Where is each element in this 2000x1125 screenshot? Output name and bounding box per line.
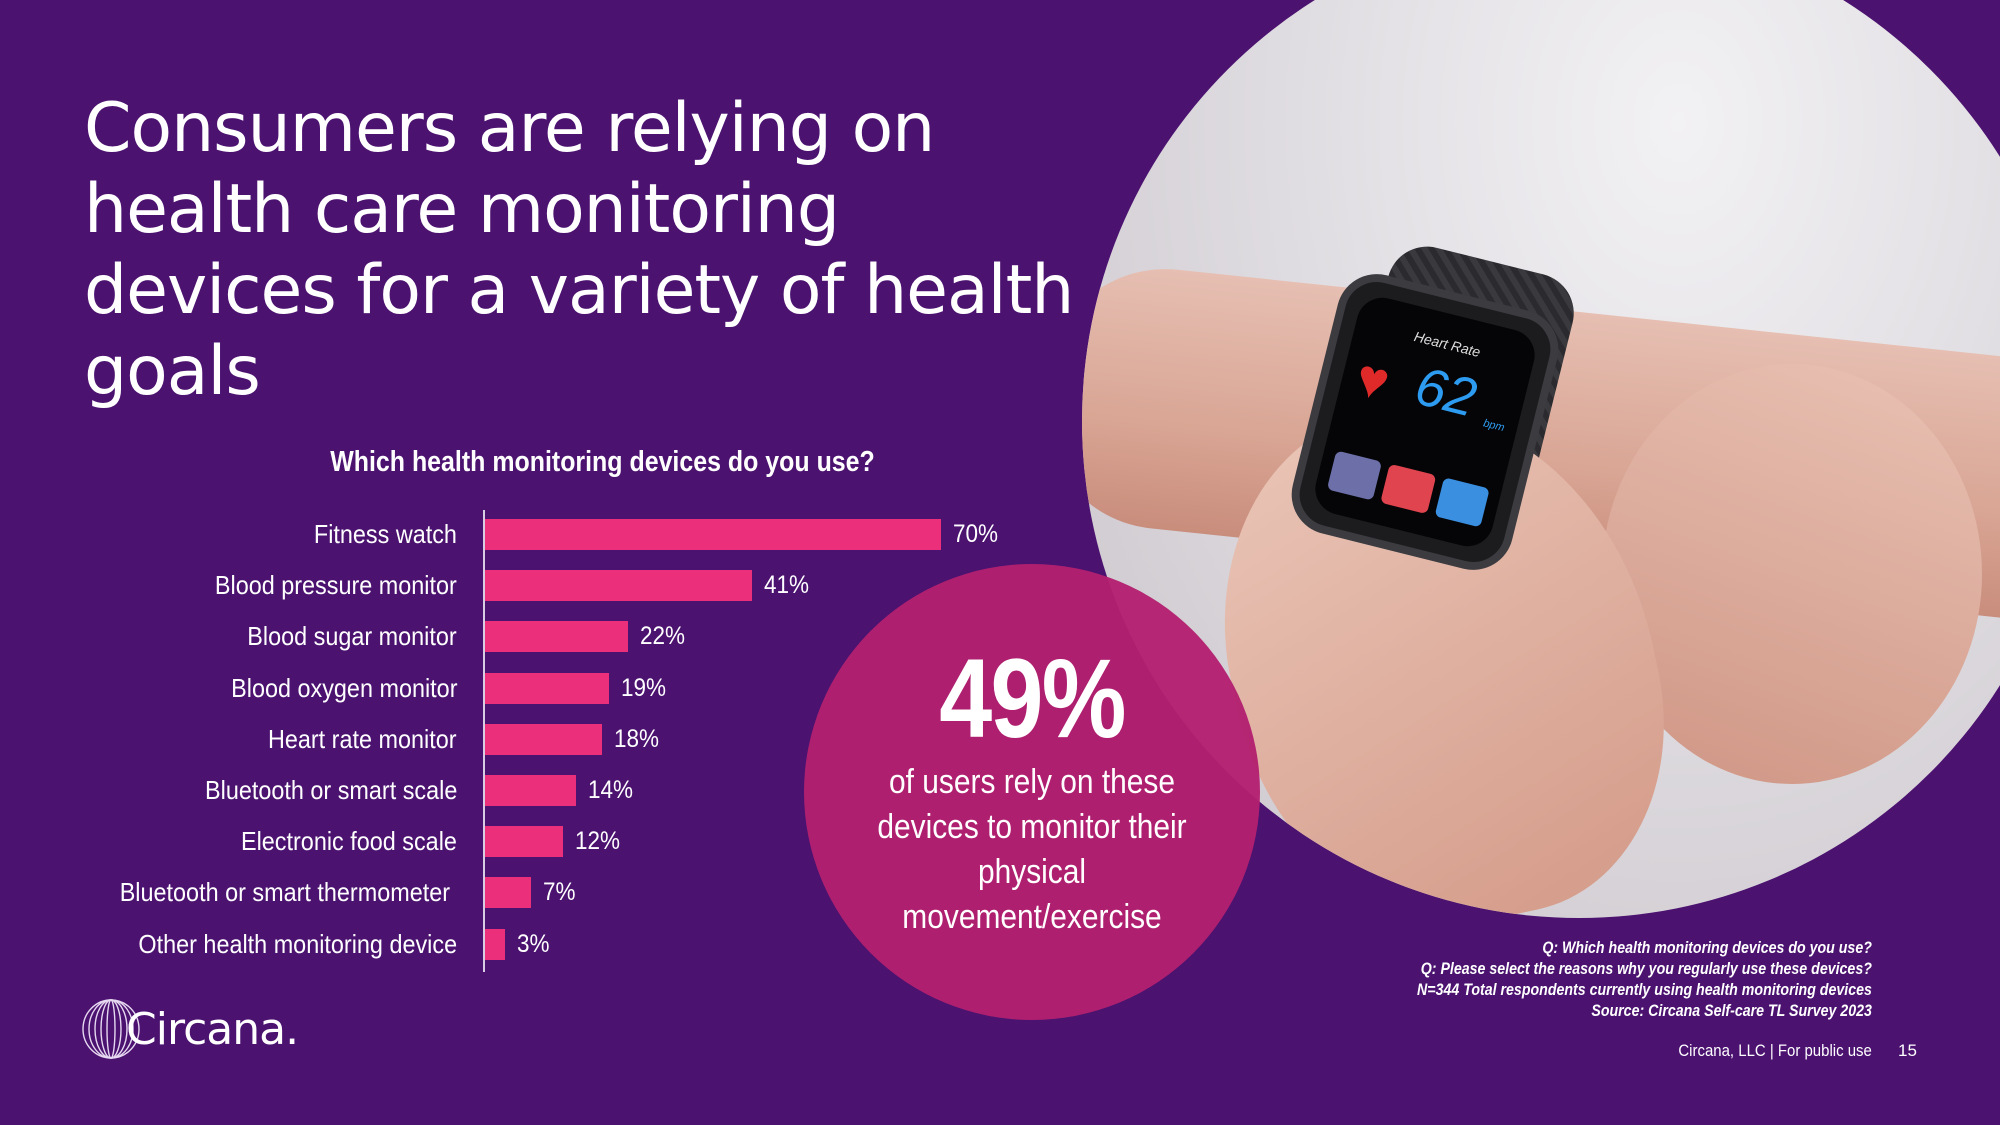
category-label: Heart rate monitor [268, 723, 457, 754]
phone-icon [1380, 463, 1437, 515]
category-label: Bluetooth or smart thermometer [119, 877, 450, 908]
bar-value-label: 12% [575, 827, 621, 856]
bar-value-label: 7% [542, 878, 576, 907]
bar [485, 621, 629, 653]
footnote-line: N=344 Total respondents currently using … [1417, 981, 1872, 999]
globe-logo-icon [82, 999, 140, 1059]
logo-text: Circana. [126, 1003, 299, 1055]
bar [485, 877, 531, 909]
bar-value-label: 70% [952, 520, 998, 548]
callout-value: 49% [939, 636, 1126, 761]
footnote-line: Q: Which health monitoring devices do yo… [1542, 939, 1872, 957]
footnote-line: Source: Circana Self-care TL Survey 2023 [1591, 1002, 1872, 1020]
bar-value-label: 18% [614, 724, 660, 753]
chart-axis-line [483, 510, 485, 972]
bar [485, 928, 505, 960]
bar-value-label: 14% [588, 776, 634, 804]
bar [485, 672, 609, 704]
bar [485, 826, 564, 858]
bar-value-label: 22% [640, 622, 686, 651]
footnote-line: Q: Please select the reasons why you reg… [1420, 960, 1872, 978]
bar-value-label: 41% [763, 571, 809, 600]
hand-shape [1602, 364, 1982, 784]
footer-text: Circana, LLC | For public use [1678, 1041, 1872, 1060]
heart-icon: ♥ [1349, 347, 1396, 414]
watch-app-icons [1326, 450, 1490, 528]
category-label: Blood pressure monitor [215, 570, 457, 601]
chart-title: Which health monitoring devices do you u… [330, 446, 875, 478]
bar [485, 723, 603, 755]
category-label: Bluetooth or smart scale [204, 775, 457, 805]
bar-value-label: 3% [516, 929, 550, 958]
page-number: 15 [1898, 1041, 1917, 1060]
category-label: Fitness watch [313, 519, 457, 549]
callout-text: of users rely on these devices to monito… [877, 763, 1187, 936]
watch-bpm-value: 62 [1409, 355, 1483, 429]
bar [485, 570, 752, 602]
callout-circle: 49% of users rely on these devices to mo… [804, 564, 1260, 1020]
footnotes: Q: Which health monitoring devices do yo… [1417, 938, 1872, 1022]
list-icon [1434, 477, 1490, 528]
category-label: Blood oxygen monitor [230, 672, 457, 703]
category-label: Blood sugar monitor [247, 621, 457, 652]
slide-title: Consumers are relying on health care mon… [84, 89, 1074, 411]
bar [485, 519, 941, 550]
category-label: Electronic food scale [241, 826, 457, 857]
bar [485, 775, 577, 806]
bar-value-label: 19% [620, 673, 666, 702]
watch-screen: Heart Rate ♥ 62 bpm [1309, 292, 1541, 552]
circana-logo: Circana. [80, 998, 299, 1060]
mail-icon [1326, 450, 1383, 501]
watch-bpm-unit: bpm [1482, 417, 1506, 435]
category-label: Other health monitoring device [138, 928, 457, 959]
